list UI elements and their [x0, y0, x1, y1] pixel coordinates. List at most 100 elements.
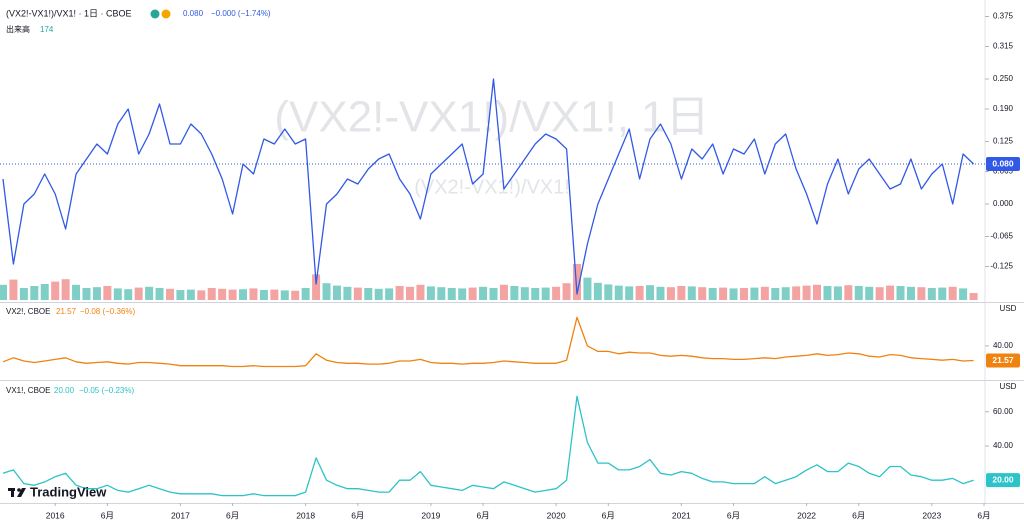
volume-bar	[374, 288, 383, 300]
volume-bar	[896, 286, 905, 300]
y-tick-label: 0.190	[993, 104, 1014, 113]
legend-name: (VX2!-VX1!)/VX1! · 1日 · CBOE	[6, 8, 132, 18]
volume-bar	[458, 288, 467, 300]
x-tick-label: 2023	[922, 510, 941, 520]
legend-name: VX1!, CBOE	[6, 386, 50, 395]
x-tick-label: 6月	[226, 510, 239, 520]
legend-change: −0.000 (−1.74%)	[211, 9, 271, 18]
volume-bar	[635, 286, 644, 300]
volume-bar	[771, 288, 780, 300]
volume-legend-name: 出来高	[6, 24, 30, 34]
x-tick-label: 2020	[547, 510, 566, 520]
x-tick-label: 6月	[852, 510, 865, 520]
volume-bar	[666, 287, 675, 300]
volume-bar	[92, 287, 101, 300]
volume-bar	[510, 286, 519, 300]
volume-bar	[249, 288, 258, 300]
volume-bar	[927, 288, 936, 300]
price-label-box	[986, 353, 1020, 368]
series-line	[2, 395, 974, 497]
x-tick-label: 6月	[101, 510, 114, 520]
volume-bar	[447, 288, 456, 300]
volume-bar	[332, 285, 341, 300]
volume-bar	[395, 286, 404, 300]
volume-bar	[604, 284, 613, 300]
logo-mark	[17, 488, 21, 492]
volume-bar	[343, 286, 352, 300]
watermark: (VX2!-VX1!)/VX1!, 1日	[274, 93, 709, 142]
volume-bar	[239, 289, 248, 300]
y-tick-label: 0.315	[993, 42, 1014, 51]
volume-bar	[406, 286, 415, 300]
logo-text: TradingView	[30, 484, 107, 499]
x-tick-label: 2016	[46, 510, 65, 520]
volume-bar	[259, 290, 268, 300]
volume-bar	[865, 286, 874, 300]
volume-bar	[103, 286, 112, 300]
volume-bar	[969, 293, 978, 300]
volume-bar	[280, 290, 289, 300]
volume-bar	[760, 286, 769, 300]
x-tick-label: 6月	[977, 510, 990, 520]
volume-bar	[353, 287, 362, 300]
volume-bar	[844, 285, 853, 300]
volume-bar	[552, 286, 561, 300]
x-tick-label: 6月	[727, 510, 740, 520]
volume-bar	[531, 288, 540, 300]
volume-bar	[312, 274, 321, 300]
y-tick-label: 60.00	[993, 407, 1014, 416]
volume-bar	[207, 288, 216, 300]
volume-bar	[322, 283, 331, 300]
price-label-box	[986, 473, 1020, 488]
volume-bar	[499, 284, 508, 300]
volume-bar	[729, 288, 738, 300]
y-tick-label: -0.065	[990, 232, 1013, 241]
volume-bar	[72, 284, 81, 300]
x-tick-label: 2017	[171, 510, 190, 520]
volume-bar	[677, 286, 686, 300]
legend-name: VX2!, CBOE	[6, 307, 50, 316]
volume-bar	[51, 281, 60, 300]
volume-bar	[792, 286, 801, 300]
legend-icon	[161, 9, 171, 19]
volume-bar	[646, 285, 655, 300]
x-tick-label: 2022	[797, 510, 816, 520]
volume-bar	[698, 287, 707, 300]
volume-bar	[19, 288, 28, 300]
unit-label: USD	[1000, 382, 1017, 391]
volume-bar	[165, 288, 174, 300]
volume-bar	[583, 277, 592, 300]
y-tick-label: 40.00	[993, 441, 1014, 450]
legend-change: −0.05 (−0.23%)	[79, 386, 134, 395]
volume-bar	[917, 287, 926, 300]
price-label: 20.00	[992, 474, 1014, 484]
plot-area: (VX2!-VX1!)/VX1!, 1日 (VX2!-VX1!)/VX1!	[0, 78, 978, 497]
logo-mark	[17, 488, 26, 497]
volume-bar	[437, 287, 446, 300]
volume-bar	[124, 289, 133, 300]
volume-bar	[959, 288, 968, 300]
volume-bar	[562, 283, 571, 300]
volume-bar	[541, 287, 550, 300]
y-tick-label: 0.000	[993, 199, 1014, 208]
volume-bar	[197, 290, 206, 300]
volume-bar	[572, 264, 581, 300]
volume-bar	[854, 286, 863, 300]
volume-bar	[708, 288, 717, 300]
x-tick-label: 6月	[351, 510, 364, 520]
x-tick-label: 2019	[421, 510, 440, 520]
volume-bar	[145, 286, 154, 300]
volume-bar	[291, 290, 300, 300]
volume-bar	[176, 290, 185, 300]
x-tick-label: 2021	[672, 510, 691, 520]
y-tick-label: 0.125	[993, 137, 1014, 146]
legend-change: −0.08 (−0.36%)	[80, 307, 135, 316]
plot-layer: (VX2!-VX1!)/VX1!, 1日 (VX2!-VX1!)/VX1!	[0, 78, 978, 497]
volume-bar	[625, 286, 634, 300]
volume-legend-value: 174	[40, 25, 54, 34]
legend-value: 21.57	[56, 307, 77, 316]
volume-bar	[301, 288, 310, 300]
y-tick-label: 0.250	[993, 74, 1014, 83]
volume-bar	[479, 286, 488, 300]
